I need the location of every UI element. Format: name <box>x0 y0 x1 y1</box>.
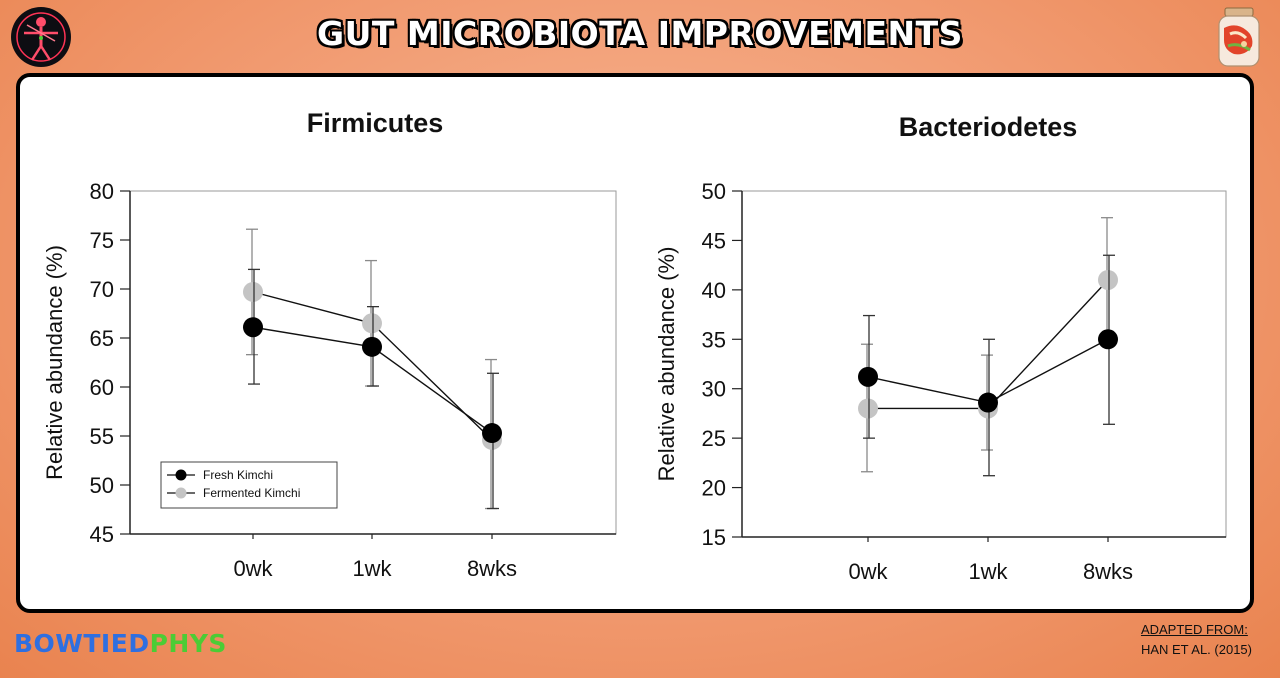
x-tick-label: 1wk <box>968 559 1008 584</box>
series-0 <box>243 268 502 510</box>
series-0 <box>858 254 1118 477</box>
brand-text-part1: BOWTIED <box>14 629 150 658</box>
chart-1: Bacteriodetes 15 20 25 30 35 40 45 50 0wk 1wk 8wks R… <box>654 112 1227 584</box>
chart-title: Bacteriodetes <box>899 112 1078 142</box>
y-tick-label: 80 <box>90 179 114 204</box>
brand-text-part2: PHYS <box>149 629 227 658</box>
y-tick-label: 30 <box>702 377 726 402</box>
y-tick-label: 40 <box>702 278 726 303</box>
y-tick-label: 20 <box>702 476 726 501</box>
legend-box <box>160 461 338 509</box>
y-tick-label: 50 <box>90 473 114 498</box>
y-tick-label: 15 <box>702 525 726 550</box>
vitruvian-body-icon <box>10 6 72 68</box>
data-point <box>243 317 263 338</box>
data-point <box>858 366 878 387</box>
y-tick-label: 45 <box>702 228 726 253</box>
chart-0: Firmicutes 45 50 55 60 65 70 75 80 0wk 1wk 8wks Rela… <box>42 108 617 581</box>
data-point <box>482 423 502 444</box>
source-citation: HAN ET AL. (2015) <box>1140 642 1252 657</box>
y-axis-label: Relative abundance (%) <box>654 247 679 482</box>
brand-logo: BOWTIEDPHYS <box>14 629 227 658</box>
data-point <box>1098 329 1118 350</box>
y-tick-label: 45 <box>90 522 114 547</box>
y-tick-label: 65 <box>90 326 114 351</box>
kimchi-jar-icon <box>1216 6 1262 68</box>
series-1 <box>858 217 1118 473</box>
y-tick-label: 35 <box>702 327 726 352</box>
y-tick-label: 25 <box>702 426 726 451</box>
legend-label: Fermented Kimchi <box>203 486 300 500</box>
data-point <box>1098 269 1118 290</box>
source-label: ADAPTED FROM: <box>1140 622 1248 637</box>
y-tick-label: 55 <box>90 424 114 449</box>
x-tick-label: 8wks <box>1083 559 1133 584</box>
legend: Fresh Kimchi Fermented Kimchi <box>160 461 338 509</box>
charts-canvas: Firmicutes 45 50 55 60 65 70 75 80 0wk 1wk 8wks Rela… <box>42 108 1227 584</box>
x-tick-label: 1wk <box>352 556 392 581</box>
data-point <box>978 392 998 413</box>
series-line <box>868 279 1109 410</box>
x-tick-label: 0wk <box>848 559 888 584</box>
chart-panel: Firmicutes 45 50 55 60 65 70 75 80 0wk 1wk 8wks Rela… <box>16 73 1254 613</box>
legend-label: Fresh Kimchi <box>203 468 273 482</box>
y-axis-label: Relative abundance (%) <box>42 245 67 480</box>
data-point <box>243 281 263 302</box>
legend-marker <box>175 487 187 499</box>
data-point <box>362 313 382 334</box>
source-citation-block: ADAPTED FROM: HAN ET AL. (2015) <box>1141 620 1252 660</box>
x-tick-label: 8wks <box>467 556 517 581</box>
y-tick-label: 75 <box>90 228 114 253</box>
x-tick-label: 0wk <box>233 556 273 581</box>
chart-title: Firmicutes <box>307 108 444 138</box>
plot-frame <box>741 190 1227 538</box>
data-point <box>858 398 878 419</box>
legend-marker <box>175 469 187 481</box>
y-tick-label: 50 <box>702 179 726 204</box>
y-tick-label: 70 <box>90 277 114 302</box>
data-point <box>362 336 382 357</box>
page-title: GUT MICROBIOTA IMPROVEMENTS <box>317 14 963 53</box>
y-tick-label: 60 <box>90 375 114 400</box>
